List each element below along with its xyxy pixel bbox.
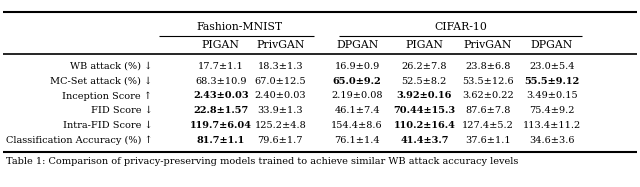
Text: 2.19±0.08: 2.19±0.08 (332, 91, 383, 100)
Text: 18.3±1.3: 18.3±1.3 (257, 62, 303, 71)
Text: 3.62±0.22: 3.62±0.22 (462, 91, 513, 100)
Text: 17.7±1.1: 17.7±1.1 (198, 62, 244, 71)
Text: 46.1±7.4: 46.1±7.4 (334, 106, 380, 115)
Text: 67.0±12.5: 67.0±12.5 (255, 77, 306, 86)
Text: 125.2±4.8: 125.2±4.8 (255, 121, 306, 130)
Text: 81.7±1.1: 81.7±1.1 (196, 136, 245, 145)
Text: PrivGAN: PrivGAN (256, 40, 305, 50)
Text: 2.40±0.03: 2.40±0.03 (255, 91, 306, 100)
Text: 87.6±7.8: 87.6±7.8 (465, 106, 510, 115)
Text: 113.4±11.2: 113.4±11.2 (522, 121, 581, 130)
Text: 2.43±0.03: 2.43±0.03 (193, 91, 248, 100)
Text: DPGAN: DPGAN (336, 40, 378, 50)
Text: 26.2±7.8: 26.2±7.8 (401, 62, 447, 71)
Text: 76.1±1.4: 76.1±1.4 (334, 136, 380, 145)
Text: 75.4±9.2: 75.4±9.2 (529, 106, 575, 115)
Text: 34.6±3.6: 34.6±3.6 (529, 136, 575, 145)
Text: FID Score ↓: FID Score ↓ (91, 106, 152, 115)
Text: DPGAN: DPGAN (531, 40, 573, 50)
Text: 22.8±1.57: 22.8±1.57 (193, 106, 248, 115)
Text: PrivGAN: PrivGAN (463, 40, 512, 50)
Text: 23.8±6.8: 23.8±6.8 (465, 62, 510, 71)
Text: PIGAN: PIGAN (405, 40, 444, 50)
Text: 23.0±5.4: 23.0±5.4 (529, 62, 575, 71)
Text: 37.6±1.1: 37.6±1.1 (465, 136, 511, 145)
Text: 79.6±1.7: 79.6±1.7 (257, 136, 303, 145)
Text: 3.92±0.16: 3.92±0.16 (397, 91, 452, 100)
Text: WB attack (%) ↓: WB attack (%) ↓ (70, 62, 152, 71)
Text: Inception Score ↑: Inception Score ↑ (63, 91, 152, 101)
Text: 33.9±1.3: 33.9±1.3 (257, 106, 303, 115)
Text: 154.4±8.6: 154.4±8.6 (332, 121, 383, 130)
Text: Table 1: Comparison of privacy-preserving models trained to achieve similar WB a: Table 1: Comparison of privacy-preservin… (6, 157, 519, 166)
Text: 41.4±3.7: 41.4±3.7 (400, 136, 449, 145)
Text: 70.44±15.3: 70.44±15.3 (393, 106, 456, 115)
Text: 53.5±12.6: 53.5±12.6 (462, 77, 513, 86)
Text: 119.7±6.04: 119.7±6.04 (190, 121, 252, 130)
Text: 55.5±9.12: 55.5±9.12 (524, 77, 579, 86)
Text: 3.49±0.15: 3.49±0.15 (526, 91, 577, 100)
Text: CIFAR-10: CIFAR-10 (435, 22, 487, 32)
Text: 16.9±0.9: 16.9±0.9 (335, 62, 380, 71)
Text: Fashion-MNIST: Fashion-MNIST (196, 22, 282, 32)
Text: PIGAN: PIGAN (202, 40, 240, 50)
Text: Intra-FID Score ↓: Intra-FID Score ↓ (63, 121, 152, 130)
Text: MC-Set attack (%) ↓: MC-Set attack (%) ↓ (50, 77, 152, 86)
Text: 110.2±16.4: 110.2±16.4 (394, 121, 455, 130)
Text: 68.3±10.9: 68.3±10.9 (195, 77, 246, 86)
Text: Classification Accuracy (%) ↑: Classification Accuracy (%) ↑ (6, 136, 152, 145)
Text: 52.5±8.2: 52.5±8.2 (402, 77, 447, 86)
Text: 65.0±9.2: 65.0±9.2 (333, 77, 381, 86)
Text: 127.4±5.2: 127.4±5.2 (461, 121, 514, 130)
